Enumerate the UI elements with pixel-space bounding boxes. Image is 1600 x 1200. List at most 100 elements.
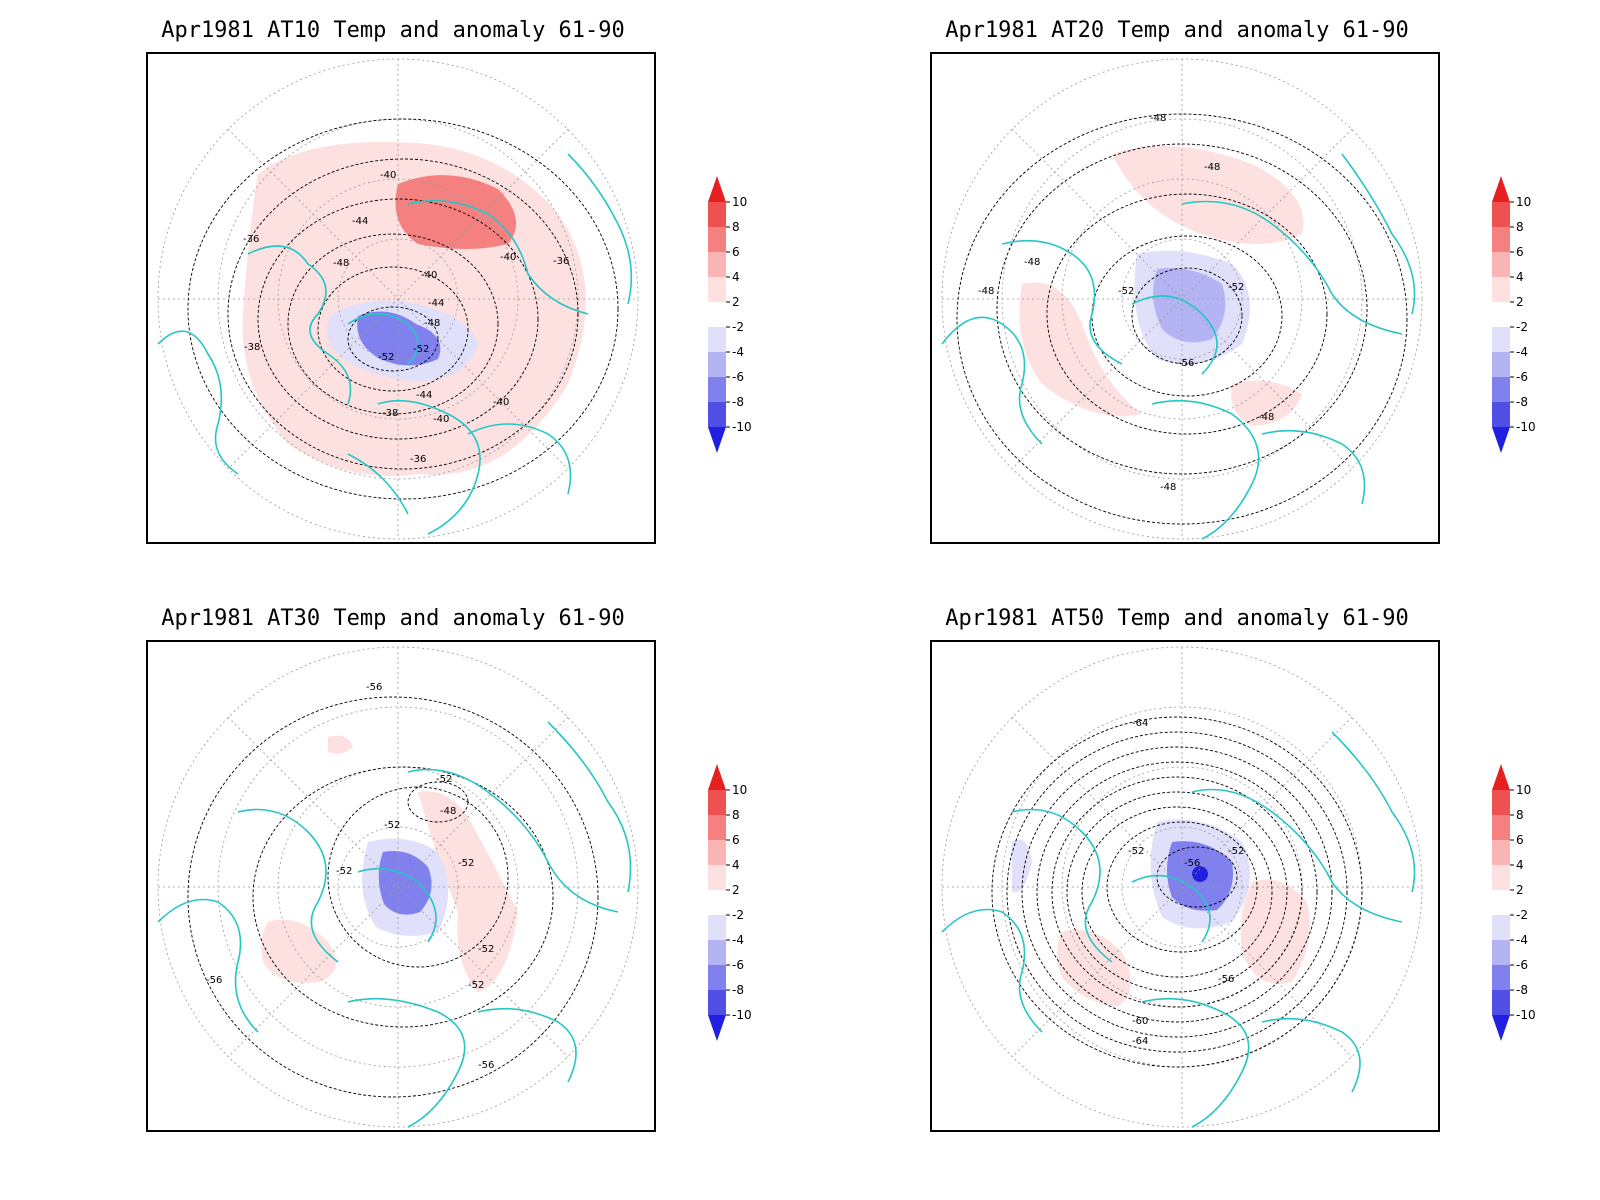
colorbar-label: 6 <box>732 245 740 259</box>
colorbar-bin <box>708 252 726 277</box>
meridian <box>227 716 569 1058</box>
colorbar-bin <box>708 327 726 352</box>
contour-label: -56 <box>478 1060 494 1071</box>
contour-label: -48 <box>1150 113 1166 124</box>
colorbar-label: 6 <box>1516 833 1524 847</box>
temperature-contours <box>991 716 1363 1068</box>
colorbar-bin <box>1492 302 1510 327</box>
colorbar-top-arrow <box>708 176 726 202</box>
colorbar-bin <box>708 915 726 940</box>
colorbar-label: 8 <box>1516 220 1524 234</box>
polar-map: -64 -52 -52 -56 -56 -60 -64 <box>930 640 1440 1132</box>
contour-label: -48 <box>1204 162 1220 173</box>
contour-label: -64 <box>1132 718 1148 729</box>
colorbar-bin <box>1492 990 1510 1015</box>
contour-label: -40 <box>433 414 449 425</box>
panel-at50: Apr1981 AT50 Temp and anomaly 61-90 <box>784 588 1584 1188</box>
contour-label-group: -40 -44 -36 -48 -40 -40 -36 -38 -44 -48 … <box>243 170 569 465</box>
colorbar-label: 10 <box>732 783 748 797</box>
contour-label: -52 <box>384 820 400 831</box>
colorbar-label: -4 <box>1516 345 1528 359</box>
colorbar-label: -2 <box>732 908 744 922</box>
contour-label: -64 <box>1132 1036 1148 1047</box>
colorbar-label: 4 <box>732 270 740 284</box>
contour-label: -56 <box>366 682 382 693</box>
contour-label: -40 <box>421 270 437 281</box>
colorbar-label: -8 <box>1516 983 1528 997</box>
colorbar-bin <box>1492 840 1510 865</box>
colorbar-label: 10 <box>1516 195 1532 209</box>
panel-title: Apr1981 AT50 Temp and anomaly 61-90 <box>945 606 1409 631</box>
colorbar-bin <box>1492 940 1510 965</box>
colorbar-bin <box>708 840 726 865</box>
colorbar-bin <box>1492 865 1510 890</box>
panel-at20: Apr1981 AT20 Temp and anomaly 61-90 <box>784 0 1584 600</box>
contour-label: -48 <box>1160 482 1176 493</box>
colorbar-bin <box>708 890 726 915</box>
contour-label: -52 <box>1128 846 1144 857</box>
colorbar-label: 6 <box>732 833 740 847</box>
warm-anomaly-area <box>1019 282 1142 416</box>
contour-label: -40 <box>500 252 516 263</box>
colorbar-bin <box>708 302 726 327</box>
coastlines <box>941 153 1416 540</box>
colorbar-bin <box>1492 252 1510 277</box>
panel-at10: Apr1981 AT10 Temp and anomaly 61-90 <box>0 0 800 600</box>
colorbar-top-arrow <box>1492 176 1510 202</box>
colorbar-graphic <box>708 176 730 453</box>
meridian <box>227 128 569 470</box>
colorbar-bottom-arrow <box>708 427 726 453</box>
colorbar: 10 8 6 4 2 -2 -4 -6 -8 -10 <box>706 176 776 460</box>
contour-label: -44 <box>428 298 444 309</box>
colorbar-bin <box>708 377 726 402</box>
colorbar-bin <box>708 940 726 965</box>
cold-anomaly-core <box>357 311 441 366</box>
colorbar-label: -2 <box>732 320 744 334</box>
contour-label: -60 <box>1132 1016 1148 1027</box>
colorbar-bin <box>708 352 726 377</box>
colorbar-label: -4 <box>732 933 744 947</box>
colorbar-label: 8 <box>732 220 740 234</box>
colorbar-graphic <box>1492 764 1514 1041</box>
colorbar-label: -2 <box>1516 908 1528 922</box>
contour-label-group: -48 -48 -48 -48 -52 -52 -56 -48 -48 <box>978 113 1274 493</box>
temperature-contours <box>187 696 599 1098</box>
colorbar-label: -2 <box>1516 320 1528 334</box>
colorbar-label: -10 <box>732 420 752 434</box>
panel-title: Apr1981 AT20 Temp and anomaly 61-90 <box>945 18 1409 43</box>
contour-label: -52 <box>413 344 429 355</box>
warm-anomaly-area <box>1012 839 1032 893</box>
colorbar-bin <box>708 402 726 427</box>
contour-label: -48 <box>333 258 349 269</box>
colorbar: 10 8 6 4 2 -2 -4 -6 -8 -10 <box>706 764 776 1048</box>
colorbar-label: -4 <box>1516 933 1528 947</box>
contour-label: -52 <box>1118 286 1134 297</box>
colorbar-bottom-arrow <box>1492 427 1510 453</box>
colorbar-bin <box>1492 377 1510 402</box>
meridian <box>1011 128 1353 470</box>
temperature-contours <box>956 113 1408 525</box>
contour-label-group: -56 -52 -48 -52 -52 -52 -52 -52 -56 -56 <box>206 682 494 1071</box>
contour-label: -56 <box>1218 974 1234 985</box>
colorbar-top-arrow <box>708 764 726 790</box>
cold-anomaly-minimum <box>1192 866 1208 882</box>
colorbar-bin <box>1492 277 1510 302</box>
colorbar-graphic <box>708 764 730 1041</box>
contour-label: -56 <box>1178 358 1194 369</box>
coastlines <box>157 721 632 1128</box>
contour-label: -48 <box>440 806 456 817</box>
colorbar-label: 4 <box>732 858 740 872</box>
contour-label-group: -64 -52 -52 -56 -56 -60 -64 <box>1128 718 1244 1047</box>
polar-map: -40 -44 -36 -48 -40 -40 -36 -38 -44 -48 … <box>146 52 656 544</box>
colorbar-label: -6 <box>1516 370 1528 384</box>
colorbar-bottom-arrow <box>1492 1015 1510 1041</box>
colorbar-bin <box>1492 402 1510 427</box>
contour-label: -52 <box>336 866 352 877</box>
contour-label: -44 <box>416 390 432 401</box>
contour-label: -52 <box>436 774 452 785</box>
colorbar-bin <box>1492 227 1510 252</box>
contour-label: -48 <box>1024 257 1040 268</box>
colorbar-bin <box>1492 790 1510 815</box>
colorbar-label: 2 <box>1516 295 1524 309</box>
colorbar-bin <box>708 227 726 252</box>
